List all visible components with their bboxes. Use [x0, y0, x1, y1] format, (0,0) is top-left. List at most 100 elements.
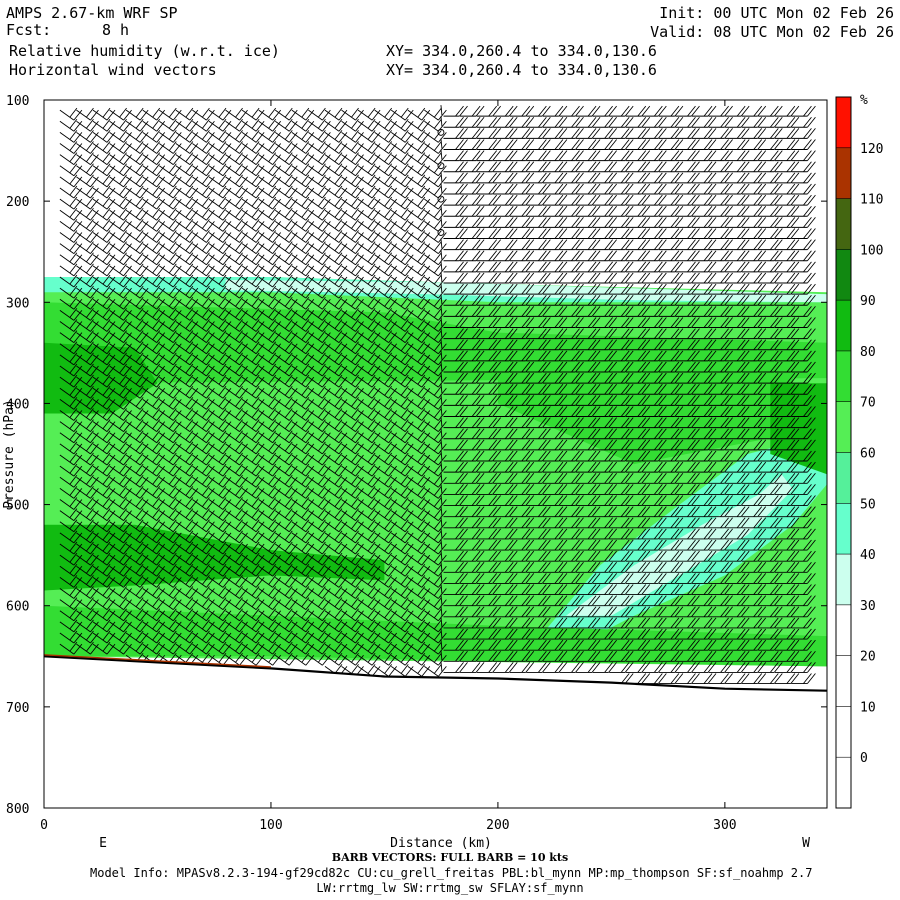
- barb-flag: [73, 499, 83, 510]
- barb-staff: [76, 399, 91, 410]
- barb-flag: [86, 441, 94, 452]
- barb-flag: [152, 141, 161, 151]
- barb-flag: [135, 141, 144, 151]
- barb-flag: [135, 130, 144, 140]
- barb-flag: [106, 488, 116, 499]
- barb-staff: [125, 376, 141, 388]
- barb-flag: [69, 374, 78, 385]
- wind-barb: [59, 463, 83, 477]
- wind-barb: [109, 107, 132, 121]
- barb-flag: [69, 497, 78, 507]
- barb-flag: [139, 310, 149, 321]
- wind-barb: [59, 430, 83, 444]
- barb-flag: [156, 243, 166, 254]
- wind-barb: [59, 586, 83, 599]
- barb-flag: [86, 641, 94, 652]
- wind-barb: [109, 308, 132, 321]
- barb-staff: [125, 399, 141, 410]
- barb-flag: [73, 443, 83, 455]
- barb-flag: [90, 132, 99, 143]
- wind-barb: [125, 575, 149, 588]
- barb-flag: [90, 176, 99, 188]
- barb-flag: [135, 474, 144, 485]
- barb-flag: [139, 298, 149, 310]
- barb-flag: [102, 397, 111, 407]
- barb-flag: [156, 254, 166, 266]
- wind-barb: [125, 563, 149, 577]
- barb-flag: [106, 332, 116, 343]
- barb-flag: [86, 141, 94, 151]
- barb-flag: [152, 486, 161, 496]
- barb-flag: [106, 120, 116, 132]
- barb-flag: [123, 454, 132, 466]
- barb-flag: [156, 476, 166, 488]
- barb-flag: [139, 410, 149, 421]
- barb-flag: [86, 474, 94, 485]
- barb-staff: [92, 176, 108, 188]
- barb-flag: [106, 276, 116, 288]
- barb-staff: [109, 632, 124, 644]
- barb-flag: [69, 575, 78, 585]
- barb-staff: [125, 565, 141, 577]
- barb-flag: [102, 285, 111, 296]
- wind-barb: [59, 107, 83, 121]
- barb-flag: [135, 196, 144, 207]
- barb-staff: [125, 621, 141, 633]
- wind-barb: [109, 441, 132, 455]
- barb-flag: [135, 597, 144, 607]
- barb-flag: [139, 454, 149, 466]
- barb-flag: [152, 330, 161, 340]
- barb-flag: [86, 374, 94, 385]
- barb-staff: [76, 421, 91, 433]
- xy-cross-section-2: XY= 334.0,260.4 to 334.0,130.6: [386, 61, 657, 79]
- barb-flag: [106, 143, 116, 154]
- barb-flag: [73, 165, 83, 177]
- wind-barb: [59, 285, 83, 299]
- wind-barb: [59, 141, 83, 154]
- wind-barb: [92, 319, 116, 332]
- barb-flag: [135, 552, 144, 563]
- wind-barb: [125, 219, 149, 232]
- barb-staff: [142, 465, 157, 477]
- barb-flag: [119, 397, 127, 407]
- barb-flag: [156, 287, 166, 299]
- barb-flag: [86, 530, 94, 541]
- wind-barb: [92, 174, 116, 188]
- barb-flag: [152, 374, 161, 385]
- barb-staff: [76, 643, 91, 655]
- barb-flag: [135, 563, 144, 574]
- barb-staff: [125, 265, 141, 277]
- wind-barb: [109, 563, 132, 577]
- barb-staff: [92, 154, 108, 165]
- barb-flag: [106, 399, 116, 410]
- barb-flag: [135, 463, 144, 474]
- barb-staff: [92, 243, 108, 254]
- barb-flag: [86, 563, 94, 574]
- barb-staff: [142, 432, 157, 444]
- barb-flag: [123, 154, 132, 165]
- barb-flag: [69, 308, 78, 318]
- barb-flag: [86, 163, 94, 174]
- wind-barb: [92, 552, 116, 566]
- barb-flag: [69, 285, 78, 296]
- wind-barb: [109, 608, 132, 622]
- barb-flag: [119, 241, 127, 251]
- barb-flag: [106, 577, 116, 588]
- barb-flag: [69, 196, 78, 207]
- wind-barb: [76, 374, 99, 388]
- wind-barb: [59, 530, 83, 544]
- rh-region-6: [566, 474, 793, 616]
- barb-staff: [59, 543, 75, 555]
- barb-staff: [59, 532, 75, 544]
- barb-flag: [119, 463, 127, 474]
- barb-flag: [86, 219, 94, 229]
- wind-barb: [76, 397, 99, 410]
- barb-flag: [139, 354, 149, 366]
- wind-barb: [76, 341, 99, 355]
- barb-staff: [109, 610, 124, 622]
- barb-flag: [123, 243, 132, 254]
- rh-region-7: [44, 524, 385, 591]
- barb-staff: [76, 499, 91, 510]
- wind-barb: [92, 341, 116, 355]
- barb-flag: [135, 608, 144, 619]
